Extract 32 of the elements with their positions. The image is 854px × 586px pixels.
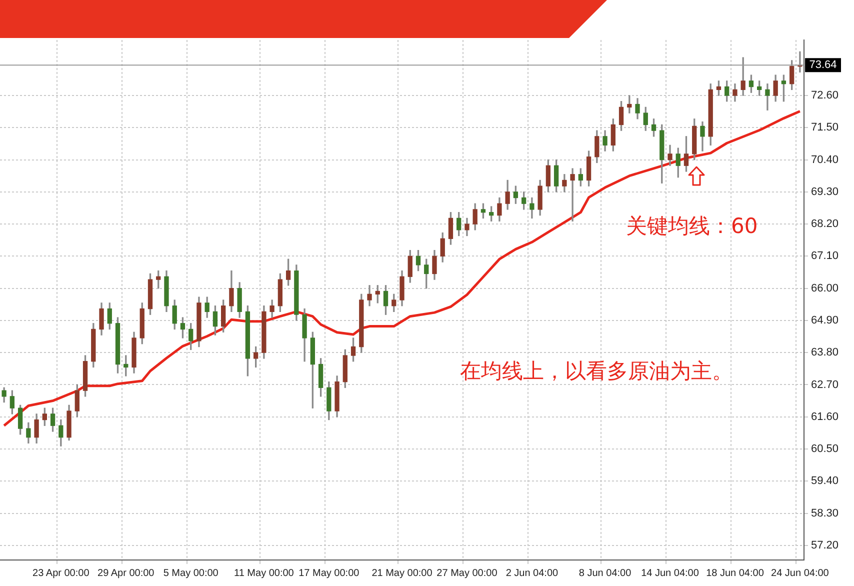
x-tick-label: 17 May 00:00 [298, 568, 360, 579]
y-tick-label: 69.30 [811, 186, 839, 198]
y-tick-label: 58.30 [811, 507, 839, 520]
x-tick-label: 29 Apr 00:00 [98, 568, 155, 579]
x-tick-label: 27 May 00:00 [436, 568, 498, 579]
candlestick [570, 168, 575, 222]
x-tick-label: 18 Jun 04:00 [706, 568, 764, 579]
y-tick-label: 63.80 [811, 346, 839, 359]
y-tick-label: 66.00 [811, 282, 839, 294]
y-tick-label: 70.40 [811, 154, 839, 166]
y-tick-label: 72.60 [811, 90, 839, 102]
x-tick-label: 8 Jun 04:00 [578, 568, 632, 579]
y-tick-label: 60.50 [811, 443, 839, 456]
x-tick-label: 21 May 00:00 [372, 568, 433, 579]
x-tick-label: 5 May 00:00 [163, 568, 219, 579]
y-tick-label: 64.90 [811, 314, 839, 326]
y-tick-label: 68.20 [811, 218, 839, 230]
y-tick-label: 57.20 [811, 539, 839, 552]
annotation: 在均线上，以看多原油为主。 [460, 358, 733, 385]
x-tick-label: 14 Jun 04:00 [641, 568, 700, 579]
x-tick-label: 23 Apr 00:00 [32, 568, 90, 579]
x-tick-label: 11 May 00:00 [234, 568, 294, 579]
annotation: 关键均线：60 [626, 213, 758, 240]
y-tick-label: 61.60 [811, 410, 839, 423]
y-tick-label: 59.40 [811, 475, 839, 488]
x-tick-label: 2 Jun 04:00 [506, 568, 559, 579]
y-tick-label: 62.70 [811, 378, 839, 391]
y-tick-label: 67.10 [811, 250, 839, 262]
candlestick [765, 83, 770, 110]
ref-line-label: 73.64 [809, 59, 837, 72]
y-tick-label: 71.50 [811, 122, 839, 134]
x-tick-label: 24 Jun 04:00 [771, 568, 830, 579]
